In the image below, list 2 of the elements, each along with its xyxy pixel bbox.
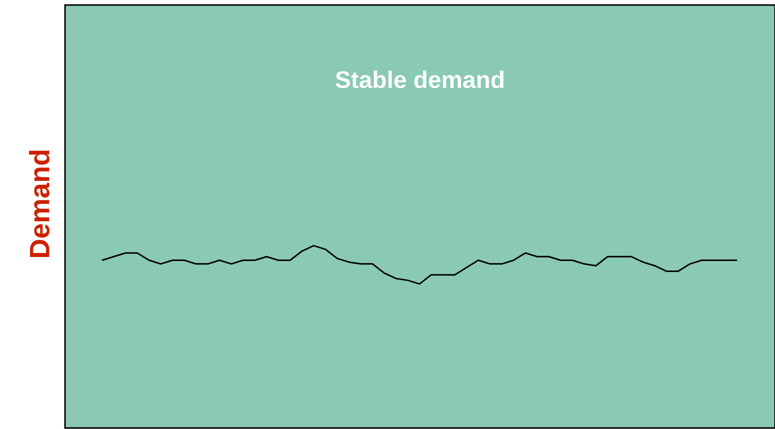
y-axis-title: Demand [29, 150, 50, 257]
chart-title: Stable demand [336, 70, 504, 88]
